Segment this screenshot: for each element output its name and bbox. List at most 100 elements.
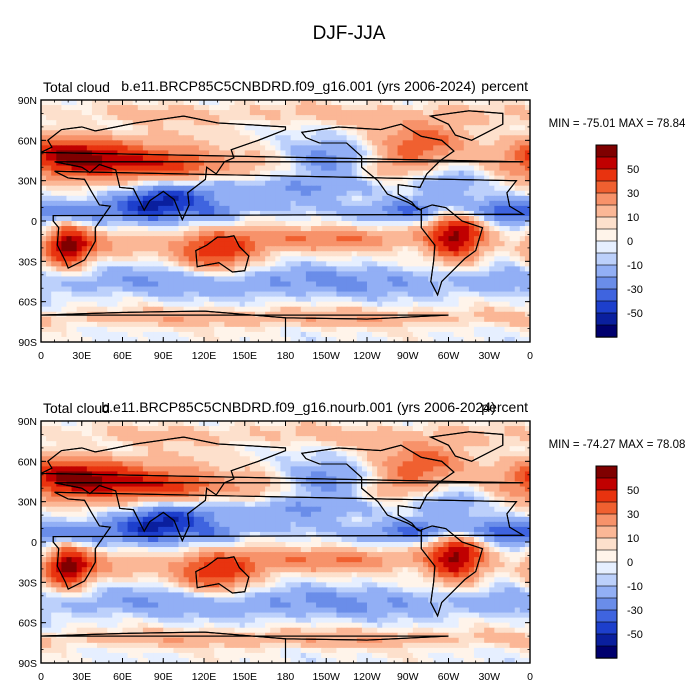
colorbar-label: -10 [627,581,643,593]
panel-variable-label: Total cloud [43,400,110,416]
panel-variable-label: Total cloud [43,79,110,95]
x-tick-label: 30E [72,671,91,683]
x-tick-label: 90W [397,350,419,362]
x-tick-label: 180 [277,350,295,362]
y-tick-label: 60N [18,456,37,468]
colorbar: 50 30 10 0 -10 -30 -50 [595,144,643,338]
colorbar-bin [595,501,618,515]
x-tick-label: 150W [313,671,341,683]
colorbar-bin [595,180,618,194]
colorbar-bin [595,312,618,326]
x-tick-label: 60W [438,671,460,683]
x-tick-label: 120E [192,350,217,362]
x-tick-label: 120E [192,671,217,683]
x-tick-label: 30W [478,350,500,362]
coastline-south-america [420,204,484,297]
coastline-greenland [428,110,504,141]
colorbar-bin [595,465,618,479]
colorbar-bin [595,597,618,611]
panel-title: b.e11.BRCP85C5CNBDRD.f09_g16.nourb.001 (… [101,399,495,415]
y-tick-label: 30S [18,577,37,589]
colorbar-bin [595,549,618,563]
colorbar-bin [595,621,618,635]
colorbar-bin [595,585,618,599]
coastline-north-america [300,123,455,211]
panel-title: b.e11.BRCP85C5CNBDRD.f09_g16.001 (yrs 20… [121,78,476,94]
x-tick-label: 90E [154,671,173,683]
contour-field [41,100,530,342]
coastline-antarctica [41,631,449,663]
colorbar-bin [595,489,618,503]
x-tick-label: 150E [232,350,257,362]
y-tick-label: 0 [31,537,37,549]
min-max-label: MIN = -75.01 MAX = 78.84 [549,118,686,130]
coastline-greenland [428,431,504,462]
coastline-south-america [420,525,484,618]
coastlines [41,431,526,663]
y-tick-label: 60N [18,135,37,147]
colorbar-bin [595,561,618,575]
x-tick-label: 60W [438,350,460,362]
y-tick-label: 60S [18,297,37,309]
map-panel-top: Total cloud b.e11.BRCP85C5CNBDRD.f09_g16.… [18,78,686,362]
colorbar-bin [595,252,618,266]
colorbar-bin [595,216,618,230]
y-tick-label: 90N [18,95,37,107]
figure-title: DJF-JJA [313,23,386,44]
x-tick-label: 180 [277,671,295,683]
x-tick-label: 120W [353,350,381,362]
x-tick-label: 30E [72,350,91,362]
y-tick-label: 90S [18,337,37,349]
colorbar-bin [595,264,618,278]
colorbar-bin [595,276,618,290]
colorbar-bin [595,156,618,170]
y-tick-label: 30N [18,176,37,188]
colorbar: 50 30 10 0 -10 -30 -50 [595,465,643,659]
colorbar-bin [595,204,618,218]
panel-units-label: percent [481,78,528,94]
coastline-antarctica [41,310,449,342]
colorbar-bin [595,633,618,647]
x-tick-label: 120W [353,671,381,683]
x-tick-label: 150W [313,350,341,362]
coastline-australia [195,235,250,273]
coastline-australia [195,556,250,594]
y-tick-label: 90S [18,658,37,670]
colorbar-bin [595,537,618,551]
colorbar-bin [595,144,618,158]
colorbar-label: 50 [627,164,639,176]
colorbar-bin [595,240,618,254]
colorbar-bin [595,300,618,314]
colorbar-label: 0 [627,236,633,248]
coastline-europe-asia [41,115,524,222]
colorbar-label: 0 [627,557,633,569]
colorbar-bin [595,288,618,302]
x-tick-label: 150E [232,671,257,683]
map-panel-bottom: Total cloudb.e11.BRCP85C5CNBDRD.f09_g16.… [18,399,686,683]
y-tick-label: 60S [18,618,37,630]
y-tick-label: 30N [18,497,37,509]
colorbar-bin [595,513,618,527]
x-tick-label: 0 [527,350,533,362]
colorbar-label: -30 [627,605,643,617]
x-tick-label: 0 [38,671,44,683]
coastline-europe-asia [41,436,524,543]
colorbar-bin [595,192,618,206]
x-tick-label: 0 [38,350,44,362]
x-tick-label: 0 [527,671,533,683]
colorbar-bin [595,228,618,242]
x-tick-label: 30W [478,671,500,683]
colorbar-bin [595,477,618,491]
colorbar-bin [595,645,618,659]
x-tick-label: 60E [113,671,132,683]
colorbar-label: 30 [627,509,639,521]
colorbar-bin [595,609,618,623]
y-tick-label: 90N [18,416,37,428]
colorbar-label: 50 [627,485,639,497]
colorbar-label: 10 [627,533,639,545]
y-tick-label: 0 [31,216,37,228]
contour-field [41,421,530,663]
colorbar-label: 10 [627,212,639,224]
y-tick-label: 30S [18,256,37,268]
